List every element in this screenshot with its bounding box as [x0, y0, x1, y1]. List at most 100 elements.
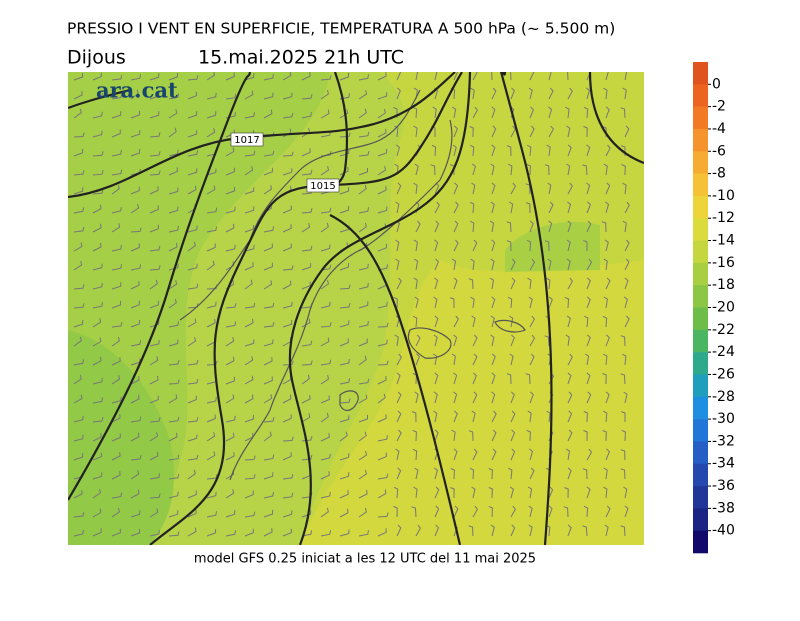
wind-barb	[567, 524, 572, 537]
colorbar-segment	[693, 486, 708, 509]
wind-barb	[358, 489, 368, 499]
wind-barb	[130, 319, 141, 328]
wind-barb	[527, 410, 532, 423]
wind-barb	[528, 448, 534, 461]
wind-barb	[510, 391, 515, 404]
wind-barb	[244, 339, 255, 347]
wind-barb	[602, 373, 607, 385]
wind-barb	[433, 467, 438, 480]
wind-barb	[605, 182, 611, 195]
wind-barb	[187, 527, 197, 537]
wind-barb	[563, 506, 569, 518]
wind-barb	[565, 334, 570, 347]
wind-barb	[548, 486, 554, 499]
wind-barb	[509, 201, 514, 214]
wind-barb	[490, 334, 495, 347]
wind-barb	[130, 264, 141, 271]
wind-barb	[149, 73, 160, 81]
wind-barb	[187, 185, 197, 195]
wind-barb	[168, 321, 180, 328]
wind-barb	[358, 131, 370, 138]
wind-barb	[605, 334, 610, 347]
wind-barb	[225, 452, 235, 461]
wind-barb	[244, 262, 254, 271]
wind-barb	[377, 165, 387, 176]
wind-barb	[225, 223, 235, 233]
wind-barb	[358, 301, 369, 309]
wind-barb	[244, 244, 255, 252]
wind-barb	[168, 187, 179, 195]
wind-barb	[396, 410, 402, 423]
wind-barb	[187, 225, 198, 233]
wind-barb	[450, 467, 455, 480]
wind-barb	[453, 125, 458, 138]
wind-barb	[622, 87, 627, 100]
wind-barb	[225, 244, 236, 252]
wind-barb	[620, 107, 626, 119]
wind-barb	[583, 430, 588, 442]
wind-barb	[624, 277, 629, 290]
wind-barb	[395, 144, 400, 157]
wind-barb	[510, 277, 516, 290]
wind-barb	[263, 302, 275, 309]
wind-barb	[206, 72, 216, 81]
wind-barb	[377, 435, 388, 442]
wind-barb	[111, 184, 120, 195]
colorbar-tick-label: -12	[712, 210, 735, 226]
wind-barb	[603, 410, 608, 423]
wind-barb	[583, 410, 588, 423]
colorbar-tick-label: -14	[712, 233, 735, 249]
wind-barb	[320, 337, 330, 347]
wind-barb	[377, 148, 388, 157]
wind-barb	[111, 433, 121, 442]
datetime: 15.mai.2025 21h UTC	[198, 47, 404, 69]
wind-barb	[263, 226, 275, 233]
wind-barb	[414, 296, 419, 309]
wind-barb	[358, 207, 369, 214]
wind-barb	[320, 109, 330, 119]
wind-barb	[320, 301, 331, 309]
wind-barb	[506, 221, 512, 233]
wind-barb	[396, 72, 402, 81]
wind-barb	[320, 453, 331, 461]
colorbar-tick-label: -2	[712, 99, 726, 115]
wind-barb	[490, 524, 495, 537]
day: Dijous	[67, 47, 126, 69]
colorbar-segment	[693, 374, 708, 398]
wind-barb	[263, 262, 273, 271]
wind-barb	[358, 108, 367, 119]
wind-barb	[377, 108, 386, 119]
wind-barb	[244, 112, 255, 119]
wind-barb	[510, 182, 517, 195]
wind-barb	[546, 144, 551, 157]
wind-barb	[73, 336, 82, 347]
wind-barb	[225, 394, 235, 404]
wind-barb	[339, 167, 349, 176]
wind-barb	[206, 528, 217, 537]
wind-barb	[320, 165, 330, 176]
wind-barb	[73, 226, 85, 233]
wind-barb	[263, 109, 273, 119]
wind-barb	[206, 111, 217, 119]
wind-barb	[130, 89, 139, 100]
wind-barb	[149, 92, 160, 100]
wind-barb	[471, 486, 476, 499]
wind-barb	[529, 391, 534, 404]
wind-barb	[358, 507, 367, 518]
wind-barb	[624, 258, 630, 271]
wind-barb	[377, 301, 388, 309]
wind-barb	[548, 296, 553, 309]
coastline	[179, 89, 526, 481]
wind-barb	[92, 242, 102, 252]
wind-barb	[320, 471, 330, 480]
wind-barb	[187, 91, 197, 100]
wind-barb	[263, 185, 273, 195]
wind-barb	[92, 189, 104, 195]
wind-barb	[395, 448, 400, 461]
wind-barb	[73, 374, 82, 385]
colorbar-segment	[693, 84, 708, 107]
wind-barb	[263, 92, 274, 100]
colorbar-segment	[693, 173, 708, 197]
wind-barb	[187, 509, 197, 518]
wind-barb	[282, 168, 293, 176]
